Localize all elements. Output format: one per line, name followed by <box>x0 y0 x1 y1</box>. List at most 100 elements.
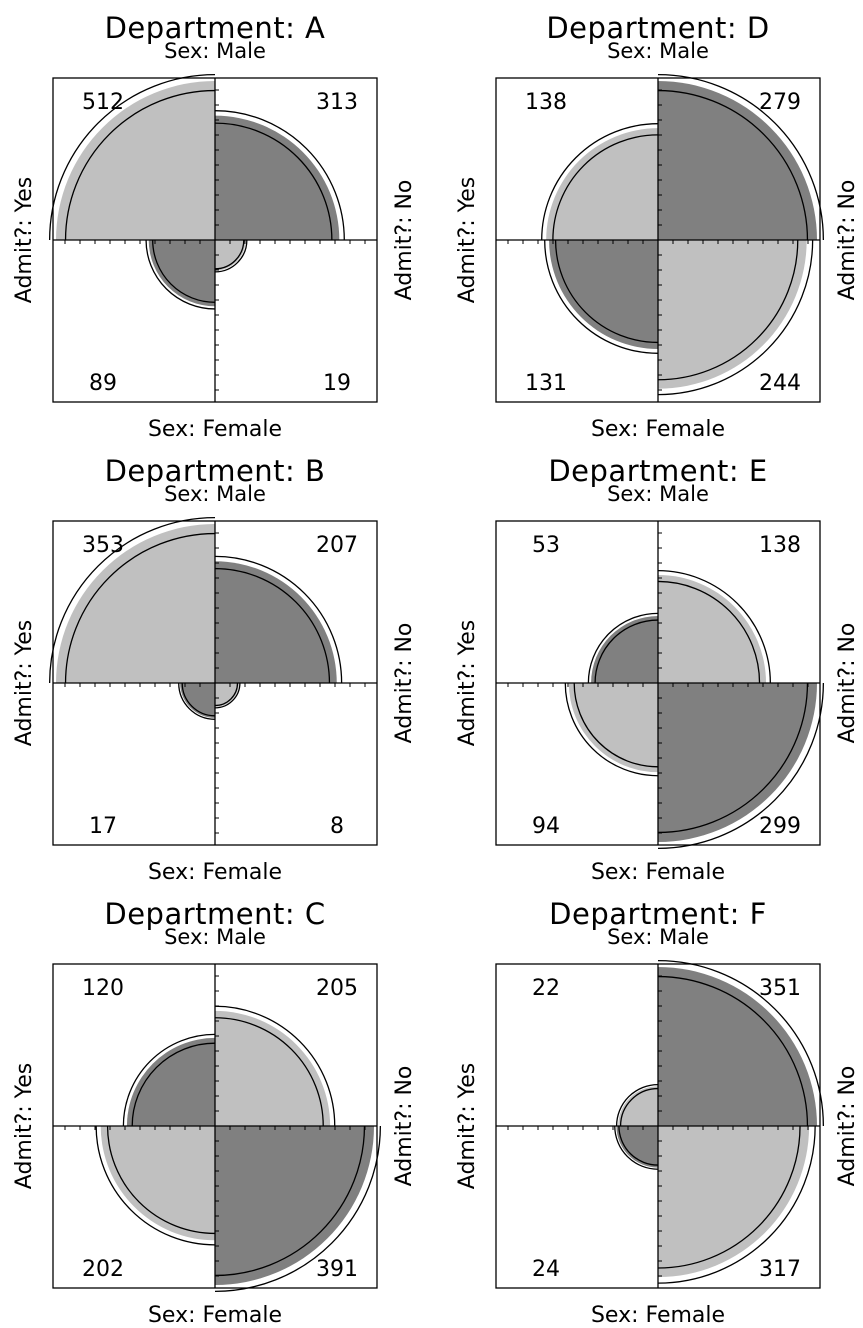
cell-count-top-left: 138 <box>525 90 567 115</box>
confidence-ring-inner <box>214 682 239 707</box>
confidence-ring-outer <box>587 612 659 684</box>
left-label: Admit?: Yes <box>455 620 480 746</box>
confidence-ring-inner <box>573 682 659 768</box>
cell-count-top-left: 53 <box>532 533 560 558</box>
confidence-ring-inner <box>152 239 216 303</box>
quadrant-bottom-right <box>658 683 817 842</box>
quadrant-bottom-right <box>658 240 807 389</box>
quadrant-top-right <box>215 561 337 683</box>
bottom-label: Sex: Female <box>591 417 725 442</box>
bottom-label: Sex: Female <box>148 417 282 442</box>
top-label: Sex: Male <box>164 925 266 949</box>
panel-title: Department: C <box>104 897 325 931</box>
confidence-ring-outer <box>214 239 248 273</box>
bottom-label: Sex: Female <box>591 1303 725 1328</box>
top-label: Sex: Male <box>607 39 709 63</box>
confidence-ring-inner <box>214 122 333 241</box>
panel-title: Department: F <box>549 897 767 931</box>
right-label: Admit?: No <box>835 623 860 744</box>
quadrant-bottom-left <box>100 1126 215 1241</box>
quadrant-top-right <box>658 574 767 683</box>
quadrant-bottom-right <box>215 1126 374 1285</box>
left-label: Admit?: Yes <box>455 177 480 303</box>
panel-title: Department: E <box>548 454 767 488</box>
panel-title: Department: D <box>546 11 769 45</box>
right-label: Admit?: No <box>392 180 417 301</box>
quadrant-bottom-left <box>180 683 215 718</box>
bottom-label: Sex: Female <box>148 1303 282 1328</box>
cell-count-top-right: 138 <box>759 533 801 558</box>
left-label: Admit?: Yes <box>12 620 37 746</box>
quadrant-top-right <box>658 967 817 1126</box>
quadrant-top-left <box>618 1086 658 1126</box>
confidence-ring-outer <box>541 123 659 241</box>
confidence-ring-inner <box>554 239 659 344</box>
quadrant-top-right <box>215 1010 331 1126</box>
cell-count-bottom-left: 202 <box>82 1257 124 1282</box>
cell-count-top-left: 353 <box>82 533 124 558</box>
confidence-ring-outer <box>95 1125 216 1246</box>
cell-count-top-right: 351 <box>759 976 801 1001</box>
confidence-ring-inner <box>106 1125 216 1235</box>
cell-count-top-right: 207 <box>316 533 358 558</box>
confidence-ring-inner <box>594 619 659 684</box>
confidence-ring-outer <box>657 73 825 241</box>
cell-count-bottom-left: 24 <box>532 1257 560 1282</box>
quadrant-bottom-left <box>568 683 658 773</box>
cell-count-bottom-left: 94 <box>532 814 560 839</box>
left-label: Admit?: Yes <box>12 1063 37 1189</box>
confidence-ring-outer <box>145 239 216 310</box>
right-label: Admit?: No <box>835 1066 860 1187</box>
left-label: Admit?: Yes <box>455 1063 480 1189</box>
confidence-ring-inner <box>64 532 216 684</box>
panel-title: Department: B <box>105 454 326 488</box>
cell-count-bottom-right: 317 <box>759 1257 801 1282</box>
cell-count-top-right: 205 <box>316 976 358 1001</box>
confidence-ring-inner <box>552 134 659 241</box>
confidence-ring-inner <box>657 1125 801 1269</box>
confidence-ring-outer <box>48 73 216 241</box>
confidence-ring-inner <box>657 975 809 1127</box>
bottom-label: Sex: Female <box>591 860 725 885</box>
confidence-ring-inner <box>657 89 809 241</box>
quadrant-top-left <box>591 616 658 683</box>
right-label: Admit?: No <box>835 180 860 301</box>
top-label: Sex: Male <box>607 925 709 949</box>
confidence-ring-outer <box>614 1125 659 1170</box>
confidence-ring-outer <box>544 239 659 354</box>
cell-count-bottom-right: 19 <box>323 371 351 396</box>
panel-title: Department: A <box>105 11 326 45</box>
confidence-ring-outer <box>657 1125 816 1284</box>
cell-count-top-left: 512 <box>82 90 124 115</box>
quadrant-bottom-right <box>215 240 246 271</box>
confidence-ring-outer <box>178 682 216 720</box>
confidence-ring-inner <box>214 567 331 684</box>
confidence-ring-inner <box>64 89 216 241</box>
confidence-ring-inner <box>657 682 809 834</box>
cell-count-bottom-left: 89 <box>89 371 117 396</box>
confidence-ring-outer <box>122 1033 216 1127</box>
left-label: Admit?: Yes <box>12 177 37 303</box>
quadrant-bottom-left <box>616 1126 658 1168</box>
top-label: Sex: Male <box>164 482 266 506</box>
quadrant-top-left <box>56 524 215 683</box>
confidence-ring-inner <box>214 1125 366 1277</box>
confidence-ring-inner <box>214 1017 324 1127</box>
cell-count-bottom-left: 131 <box>525 371 567 396</box>
quadrant-top-left <box>56 81 215 240</box>
quadrant-top-right <box>658 81 817 240</box>
cell-count-top-left: 22 <box>532 976 560 1001</box>
cell-count-bottom-right: 8 <box>330 814 344 839</box>
quadrant-top-left <box>126 1037 215 1127</box>
confidence-ring-outer <box>214 110 345 241</box>
cell-count-top-right: 279 <box>759 90 801 115</box>
confidence-ring-inner <box>619 1087 659 1127</box>
cell-count-top-right: 313 <box>316 90 358 115</box>
